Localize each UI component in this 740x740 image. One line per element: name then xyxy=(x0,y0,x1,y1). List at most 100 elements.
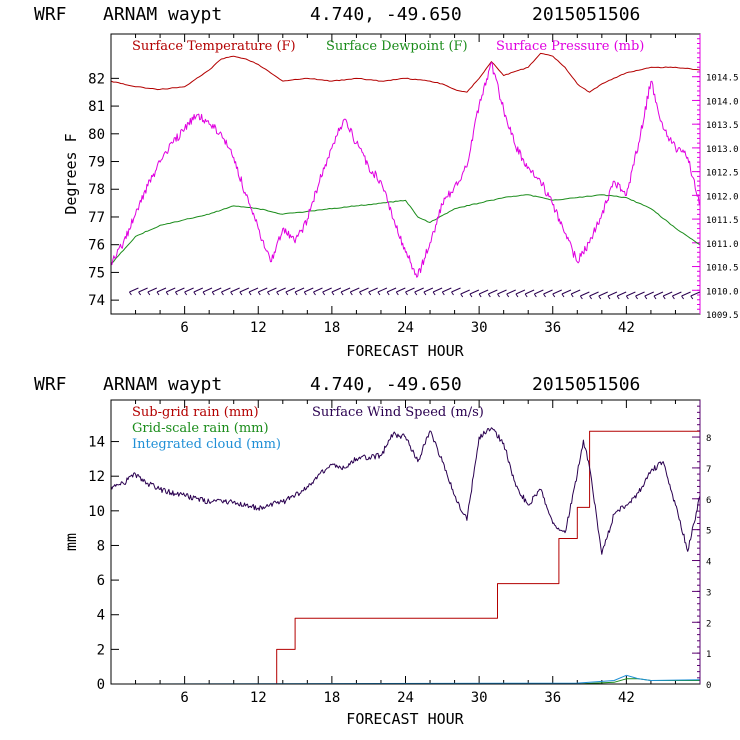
wind-barb xyxy=(267,287,277,293)
top-title-station: ARNAM waypt xyxy=(103,4,222,25)
wind-barb xyxy=(202,287,213,293)
wind-barb xyxy=(212,287,222,293)
wind-barb xyxy=(359,287,369,293)
top-y2tick-label: 1011.5 xyxy=(706,216,739,226)
top-y2tick-label: 1010.0 xyxy=(706,287,739,297)
top-title-model: WRF xyxy=(34,4,67,25)
series-sub-grid-rain-mm xyxy=(111,430,700,685)
wind-barb-flag xyxy=(377,291,381,296)
top-xtick-label: 42 xyxy=(618,320,635,336)
bottom-y2tick-label: 4 xyxy=(706,558,711,568)
wind-barb-flag xyxy=(451,291,454,296)
bottom-title-run: 2015051506 xyxy=(532,374,640,395)
bottom-y2tick-label: 1 xyxy=(706,650,711,660)
wind-barb-flag xyxy=(211,291,215,296)
wind-barb xyxy=(653,291,664,297)
wind-barb-flag xyxy=(469,293,473,298)
wind-barb-flag xyxy=(359,291,362,296)
wind-barb-flag xyxy=(616,295,620,300)
series-integrated-cloud-mm xyxy=(110,674,701,685)
top-xtick-label: 30 xyxy=(471,320,488,336)
wind-barb-flag xyxy=(395,291,399,296)
top-ylabel: Degrees F xyxy=(62,133,80,214)
wind-barb-flag xyxy=(248,291,252,296)
wind-barb xyxy=(414,287,424,293)
wind-barb-flag xyxy=(432,291,436,296)
bottom-ytick-label: 6 xyxy=(97,573,105,589)
wind-barb-flag xyxy=(221,291,224,296)
legend-subgrid-rain: Sub-grid rain (mm) xyxy=(132,405,259,420)
top-y2tick-label: 1012.5 xyxy=(706,169,739,179)
wind-barb-flag xyxy=(340,291,344,296)
wind-barbs xyxy=(128,287,700,300)
top-ytick-label: 80 xyxy=(88,127,105,143)
wind-barb-flag xyxy=(598,295,602,300)
wind-barb xyxy=(469,289,480,295)
bottom-y2tick-label: 7 xyxy=(706,465,711,475)
top-y2tick-label: 1014.5 xyxy=(706,74,739,84)
wind-barb-flag xyxy=(285,291,289,296)
wind-barb xyxy=(258,287,268,293)
wind-barb xyxy=(156,287,167,293)
wind-barb xyxy=(635,291,645,297)
bottom-y2tick-label: 3 xyxy=(706,588,711,598)
top-y2tick-label: 1013.5 xyxy=(706,121,739,131)
wind-barb-flag xyxy=(460,293,464,298)
wind-barb xyxy=(184,287,194,293)
bottom-xtick-label: 42 xyxy=(618,690,635,706)
wind-barb-flag xyxy=(607,295,611,300)
wind-barb-flag xyxy=(156,291,160,296)
top-y2tick-label: 1014.0 xyxy=(706,97,739,107)
wind-barb xyxy=(515,289,526,295)
wind-barb xyxy=(534,289,544,295)
wind-barb-flag xyxy=(478,293,482,298)
wind-barb xyxy=(304,287,314,293)
wind-barb-flag xyxy=(386,291,390,296)
wind-barb xyxy=(230,287,240,293)
top-y2tick-label: 1010.5 xyxy=(706,264,739,274)
wind-barb-flag xyxy=(202,291,206,296)
wind-barb-flag xyxy=(524,293,528,298)
series-surface-pressure-mb xyxy=(110,62,701,278)
wind-barb-flag xyxy=(147,291,151,296)
wind-barb-flag xyxy=(625,295,629,300)
top-ytick-label: 75 xyxy=(88,265,105,281)
wind-barb-flag xyxy=(303,291,307,296)
wind-barb xyxy=(662,291,673,297)
bottom-xtick-label: 6 xyxy=(180,690,188,706)
top-ytick-label: 78 xyxy=(88,182,105,198)
wind-barb xyxy=(350,287,360,293)
wind-barb xyxy=(276,287,286,293)
wind-barb-flag xyxy=(552,293,556,298)
bottom-ylabel: mm xyxy=(62,533,80,551)
wind-barb xyxy=(460,289,470,295)
wind-barb-flag xyxy=(690,295,694,300)
top-ytick-label: 81 xyxy=(88,99,105,115)
wind-barb xyxy=(690,291,700,297)
wind-barb-flag xyxy=(175,291,178,296)
wind-barb xyxy=(616,291,627,297)
wind-barb-flag xyxy=(331,291,335,296)
wind-barb-flag xyxy=(405,291,408,296)
top-plot-area: 6 12 18 24 30 36 42 74 75 76 77 78 79 80 81 82 1009.5 101… xyxy=(88,34,739,336)
bottom-y2tick-label: 6 xyxy=(706,496,711,506)
wind-barb-flag xyxy=(257,291,261,296)
wind-barb-flag xyxy=(589,295,592,300)
wind-barb-flag xyxy=(441,291,445,296)
bottom-y2tick-label: 0 xyxy=(706,681,711,691)
top-xtick-label: 36 xyxy=(544,320,561,336)
wind-barb-flag xyxy=(138,291,142,296)
wind-barb xyxy=(175,287,185,293)
top-ytick-label: 74 xyxy=(88,293,105,309)
bottom-ytick-label: 2 xyxy=(97,642,105,658)
legend-surface-dewpoint: Surface Dewpoint (F) xyxy=(326,39,468,54)
top-y2tick-label: 1012.0 xyxy=(706,192,739,202)
wind-barb-flag xyxy=(184,291,188,296)
series-surface-temperature-f xyxy=(110,52,701,93)
wind-barb-flag xyxy=(561,293,565,298)
wind-barb-flag xyxy=(423,291,427,296)
wind-barb xyxy=(598,291,608,297)
top-ytick-label: 82 xyxy=(88,71,105,87)
top-y2tick-label: 1013.0 xyxy=(706,145,739,155)
wind-barb-flag xyxy=(230,291,234,296)
